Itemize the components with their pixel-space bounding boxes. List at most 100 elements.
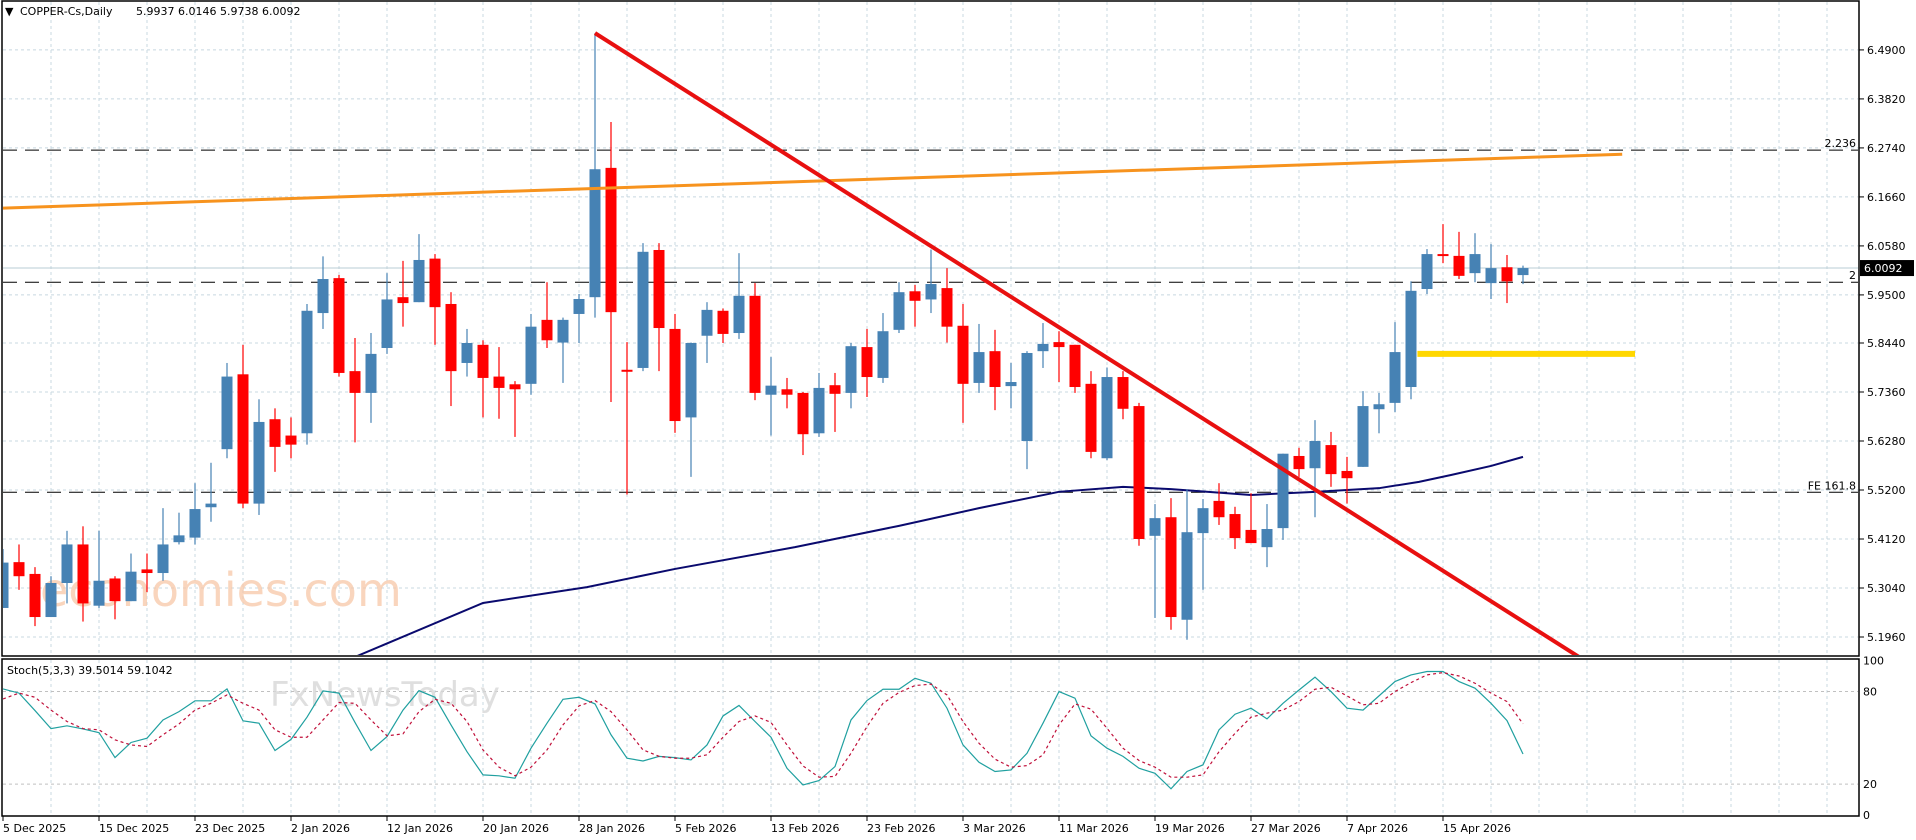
price-tick-label: 6.1660	[1867, 191, 1906, 204]
candle-body	[685, 343, 697, 418]
candle	[3, 548, 9, 608]
candle	[189, 483, 201, 545]
stoch-panel-frame	[1, 658, 1860, 817]
candle-body	[3, 562, 9, 608]
candle-body	[221, 376, 233, 450]
candle	[781, 377, 793, 409]
candle-body	[1341, 470, 1353, 479]
candle	[1421, 249, 1433, 295]
date-tick-label: 15 Apr 2026	[1443, 822, 1511, 835]
price-levels: 2.236 2 FE 161.8	[3, 137, 1858, 493]
candle	[1261, 504, 1273, 568]
candle	[1325, 431, 1337, 487]
candle	[397, 260, 409, 327]
price-tick-label: 5.9500	[1867, 289, 1906, 302]
candle-body	[621, 369, 633, 372]
candle-body	[1485, 268, 1497, 284]
candle-body	[493, 376, 505, 388]
candle	[1117, 371, 1129, 420]
moving-average-line	[357, 455, 1524, 655]
candle	[669, 313, 681, 433]
candle-body	[413, 259, 425, 303]
candle	[157, 508, 169, 581]
candle-body	[1517, 268, 1529, 276]
date-tick-label: 13 Feb 2026	[771, 822, 839, 835]
candle	[365, 333, 377, 423]
candle-body	[637, 251, 649, 368]
candle-body	[1389, 352, 1401, 403]
candle-body	[349, 371, 361, 393]
price-tick-label: 5.8440	[1867, 337, 1906, 350]
candle-body	[429, 258, 441, 308]
candle-body	[1437, 254, 1449, 257]
price-tick-label: 6.4900	[1867, 44, 1906, 57]
price-tick-label: 5.3040	[1867, 582, 1906, 595]
candle-body	[541, 319, 553, 341]
price-axis[interactable]: 6.4900 6.3820 6.2740 6.1660 6.0580 5.9500 5.84…	[1859, 44, 1914, 644]
candle-body	[845, 346, 857, 393]
candle	[1357, 391, 1369, 467]
candle	[141, 553, 153, 593]
candle	[13, 544, 25, 590]
candle	[477, 340, 489, 418]
date-tick-label: 23 Feb 2026	[867, 822, 935, 835]
candle-body	[717, 310, 729, 334]
candle-body	[109, 578, 121, 602]
candle	[1037, 323, 1049, 368]
ohlc-values: 5.9937 6.0146 5.9738 6.0092	[136, 5, 300, 18]
price-panel-frame	[1, 0, 1860, 657]
candle-body	[1261, 529, 1273, 548]
candle	[1517, 265, 1529, 285]
candle	[1341, 456, 1353, 504]
candle	[1133, 402, 1145, 546]
candle-body	[77, 544, 89, 604]
candle-body	[1053, 342, 1065, 348]
candle	[861, 328, 873, 397]
date-tick-label: 27 Mar 2026	[1251, 822, 1321, 835]
candle	[381, 273, 393, 354]
candle	[237, 344, 249, 509]
drawings[interactable]	[0, 31, 1635, 657]
candle-body	[653, 249, 665, 329]
candle-body	[269, 419, 281, 447]
stoch-tick-label: 80	[1863, 686, 1877, 699]
candle-body	[765, 385, 777, 395]
candle	[1149, 504, 1161, 618]
price-tick-label: 6.3820	[1867, 93, 1906, 106]
candle-body	[1501, 267, 1513, 282]
candle-body	[1229, 514, 1241, 539]
time-axis[interactable]: 5 Dec 2025 15 Dec 2025 23 Dec 2025 2 Jan 20…	[2, 816, 1511, 835]
candle	[637, 243, 649, 372]
current-price-label: 6.0092	[1864, 262, 1903, 275]
candle	[893, 282, 905, 334]
candle	[1469, 233, 1481, 283]
candle	[717, 308, 729, 344]
candle	[349, 338, 361, 443]
falling-trendline[interactable]	[593, 31, 1580, 657]
candle-body	[13, 562, 25, 577]
candle	[845, 343, 857, 409]
candle	[621, 342, 633, 495]
candle-body	[237, 374, 249, 504]
price-tick-label: 5.4120	[1867, 533, 1906, 546]
candle-body	[285, 435, 297, 445]
candle-body	[461, 343, 473, 363]
candle	[125, 553, 137, 602]
candle	[813, 372, 825, 437]
candle-body	[509, 384, 521, 390]
candle	[173, 512, 185, 545]
candle	[317, 256, 329, 329]
candle	[957, 303, 969, 423]
symbol-menu-icon[interactable]: ▼	[5, 5, 14, 18]
date-tick-label: 28 Jan 2026	[579, 822, 645, 835]
candle-body	[1293, 455, 1305, 470]
candle-body	[397, 297, 409, 304]
candle	[29, 567, 41, 627]
rising-resistance-line[interactable]	[0, 152, 1623, 210]
candle-body	[333, 278, 345, 373]
candle	[685, 342, 697, 477]
candle-body	[29, 573, 41, 618]
candle-body	[1037, 343, 1049, 352]
candle	[221, 362, 233, 459]
